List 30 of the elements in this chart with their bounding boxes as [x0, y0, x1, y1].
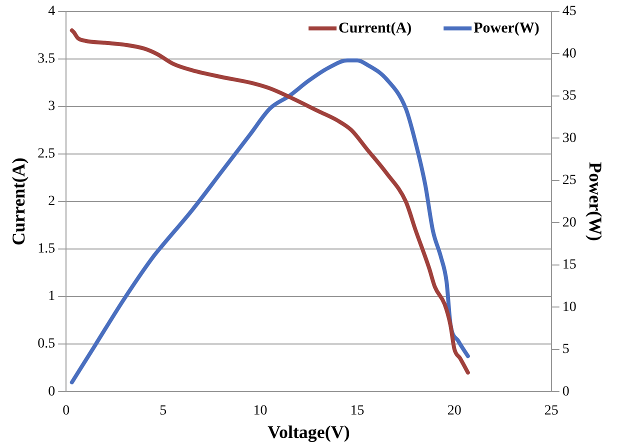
x-tick-label: 20 [447, 404, 462, 419]
y2-axis-title: Power(W) [586, 162, 606, 241]
y2-tick-label: 15 [562, 258, 576, 273]
y2-tick-label: 5 [562, 342, 570, 358]
y2-tick-label: 25 [562, 173, 576, 188]
y-axis-title: Current(A) [8, 158, 28, 246]
legend-label: Current(A) [338, 20, 412, 36]
y-tick-label: 2 [48, 194, 56, 210]
y2-tick-label: 20 [562, 215, 576, 230]
y2-tick-label: 0 [562, 384, 570, 400]
y-tick-label: 0 [48, 384, 56, 400]
y-tick-label: 3 [48, 99, 56, 114]
y2-tick-label: 45 [562, 4, 576, 20]
y2-tick-label: 35 [562, 88, 576, 104]
legend-label: Power(W) [474, 20, 540, 36]
y-tick-label: 0.5 [38, 336, 56, 352]
y-tick-label: 2.5 [38, 146, 56, 162]
y2-tick-label: 30 [562, 130, 576, 146]
y-tick-label: 4 [48, 4, 56, 20]
y-tick-label: 3.5 [38, 52, 56, 67]
y-tick-label: 1 [48, 289, 56, 304]
x-tick-label: 5 [160, 404, 167, 419]
y2-tick-label: 40 [562, 46, 576, 62]
x-tick-label: 10 [253, 404, 268, 419]
y-tick-label: 1.5 [38, 242, 56, 257]
x-tick-label: 0 [62, 404, 70, 419]
x-axis-title: Voltage(V) [268, 422, 350, 442]
x-tick-label: 25 [544, 404, 558, 419]
x-tick-label: 15 [350, 404, 364, 419]
y2-tick-label: 10 [562, 300, 576, 315]
